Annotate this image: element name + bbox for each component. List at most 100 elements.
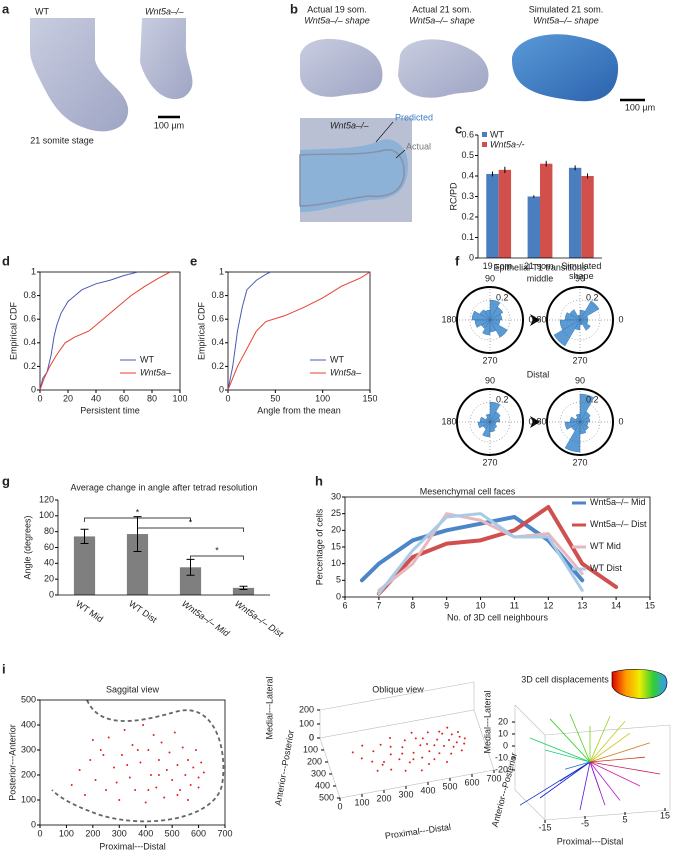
- y-tick-label: 0.4: [23, 337, 36, 347]
- legend-label: Wnt5a–/– Mid: [590, 497, 646, 507]
- series-line: [377, 512, 584, 596]
- y-axis-label: Anterior---Posterior: [273, 729, 296, 806]
- bar: [527, 196, 540, 258]
- displacement: [569, 713, 591, 763]
- point: [421, 737, 424, 740]
- legend-label: Wnt5a–: [330, 367, 362, 377]
- panel-label: h: [315, 473, 323, 488]
- displacement: [589, 732, 631, 763]
- rose-sector: [579, 300, 600, 321]
- angle-label: 90: [485, 375, 495, 385]
- point: [155, 786, 158, 789]
- angle-label: 270: [482, 355, 497, 365]
- point: [142, 724, 145, 726]
- point: [401, 752, 404, 755]
- plot-frame: [227, 271, 371, 391]
- displacement: [589, 761, 641, 787]
- y-tick-label: 80: [44, 526, 54, 536]
- point: [187, 799, 189, 801]
- legend-label-box: WT Mid: [590, 541, 621, 551]
- point: [458, 735, 461, 738]
- ecdf-line: [39, 271, 171, 391]
- y-axis-label: Empirical CDF: [8, 302, 18, 361]
- panel-label: g: [2, 473, 10, 488]
- subtitle: Distal: [527, 369, 550, 379]
- point: [457, 731, 459, 733]
- radial-tick-label: 0.2: [586, 394, 599, 404]
- polar-frame: [456, 286, 524, 354]
- error-bar: [186, 558, 195, 576]
- x-tick-label: 19 som.: [482, 261, 515, 271]
- z-axis-label: Medial---Lateral: [264, 676, 274, 739]
- y-tick-label: 25: [331, 508, 341, 518]
- point: [463, 742, 466, 745]
- z-axis-label: Medial---Lateral: [482, 690, 492, 753]
- point: [139, 761, 142, 764]
- radial-tick-label: 0.2: [496, 394, 509, 404]
- x-tick-label: 100: [172, 393, 187, 403]
- point: [176, 764, 179, 766]
- label: Actual 21 som.: [412, 4, 472, 14]
- y-tick-label: 0.2: [211, 361, 224, 371]
- point: [351, 751, 354, 754]
- label: Predicted: [395, 112, 433, 122]
- panel-label: c: [455, 121, 462, 136]
- point: [372, 750, 375, 753]
- point: [197, 776, 200, 779]
- y-tick-label: 100: [303, 744, 318, 754]
- panel-label: b: [290, 1, 298, 16]
- angle-label: 180: [531, 416, 546, 426]
- point: [202, 771, 205, 774]
- chart-title: Epithelial T1 transitions: [494, 262, 587, 272]
- radial-grid: [559, 299, 601, 341]
- radial-grid: [469, 401, 511, 443]
- point: [144, 801, 147, 804]
- polar-frame: [546, 286, 614, 354]
- displacement: [589, 761, 606, 806]
- point: [438, 730, 441, 733]
- y-tick-label: 300: [21, 744, 36, 754]
- point: [173, 731, 176, 734]
- point: [450, 733, 453, 736]
- significance-label: *: [215, 545, 219, 555]
- significance-bracket: [190, 555, 244, 560]
- angle-label: 0: [618, 314, 623, 324]
- subtitle: middle: [527, 273, 554, 283]
- point: [379, 743, 382, 746]
- y-tick-label: 0: [219, 384, 224, 394]
- y-tick-label: 400: [21, 719, 36, 729]
- y-axis-label: RC/PD: [448, 182, 458, 211]
- x-tick-label: 6: [342, 600, 347, 610]
- y-tick-label: 10: [331, 558, 341, 568]
- y-tick-label: 0.6: [23, 314, 36, 324]
- y-tick-label: 0.3: [461, 191, 474, 201]
- radial-tick-label: 0.2: [496, 292, 509, 302]
- point: [70, 784, 73, 786]
- point: [163, 796, 166, 799]
- label: Actual: [406, 141, 431, 151]
- label: Actual 19 som.: [307, 4, 367, 14]
- bar: [126, 534, 149, 595]
- x-tick-label: 14: [611, 600, 621, 610]
- y-tick-label: 0.2: [461, 211, 474, 221]
- point: [446, 761, 448, 763]
- point: [455, 741, 458, 744]
- y-tick-label: 0: [309, 732, 314, 742]
- displacement: [564, 761, 591, 770]
- pointer: [395, 149, 406, 159]
- x-tick-label: 300: [112, 828, 127, 838]
- x-tick-label: 600: [464, 777, 479, 787]
- y-tick-label: 0: [336, 591, 341, 601]
- label: Simulated 21 som.: [529, 4, 604, 14]
- displacement: [549, 718, 591, 763]
- point: [408, 761, 411, 764]
- y-tick-label: 0.6: [461, 129, 474, 139]
- panel-label: i: [2, 661, 6, 676]
- x-tick-label: 15: [645, 600, 655, 610]
- x-tick-label: 0: [37, 393, 42, 403]
- point: [78, 769, 81, 771]
- point: [443, 745, 445, 747]
- bar: [232, 587, 255, 595]
- panel-label: d: [2, 253, 10, 268]
